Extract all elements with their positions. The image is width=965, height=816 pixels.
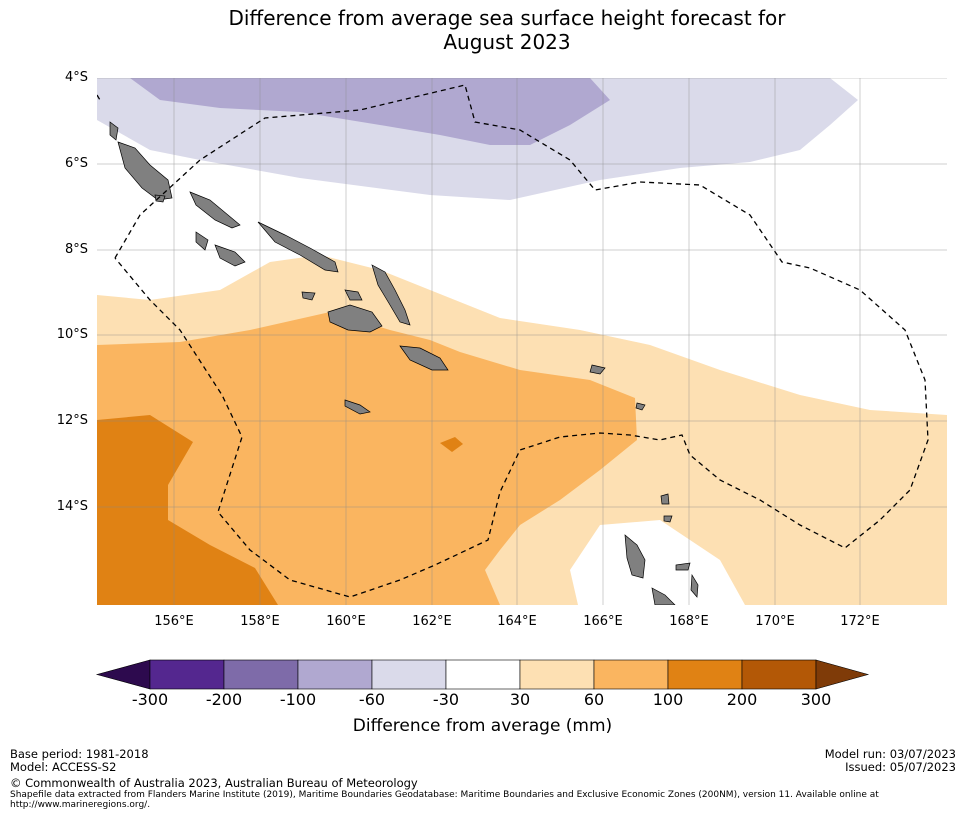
colorbar [95, 659, 870, 690]
lat-label-12s: 12°S [56, 413, 88, 428]
colorbar-tick-neg200: -200 [205, 690, 243, 709]
island-new-georgia-2 [214, 244, 246, 267]
lon-label-168e: 168°E [669, 614, 709, 629]
colorbar-tick-neg100: -100 [279, 690, 317, 709]
colorbar-extend-low [95, 659, 151, 690]
lat-label-4s: 4°S [64, 70, 88, 85]
colorbar-segment [297, 659, 373, 690]
colorbar-segment [741, 659, 817, 690]
lon-label-160e: 160°E [326, 614, 366, 629]
colorbar-tick-30: 30 [509, 690, 531, 709]
anomaly-patch-100-200 [440, 437, 463, 452]
colorbar-tick-300: 300 [800, 690, 832, 709]
island-russell [301, 291, 316, 301]
island-vanikoro [635, 402, 646, 411]
island-ambae [675, 562, 691, 571]
island-guadalcanal [327, 304, 383, 333]
island-santa-cruz [589, 364, 606, 375]
lon-label-156e: 156°E [154, 614, 194, 629]
colorbar-segment [519, 659, 595, 690]
graticule [97, 78, 947, 605]
shapefile-credit-line-2: http://www.marineregions.org/. [10, 800, 151, 810]
colorbar-title: Difference from average (mm) [352, 716, 613, 736]
colorbar-tick-neg60: -60 [358, 690, 386, 709]
lon-label-170e: 170°E [755, 614, 795, 629]
eez-boundary-top-left [97, 94, 101, 101]
model-name: Model: ACCESS-S2 [10, 760, 117, 774]
title-line-2: August 2023 [443, 30, 571, 54]
colorbar-segment [667, 659, 743, 690]
shapefile-credit-line-1: Shapefile data extracted from Flanders M… [10, 790, 879, 800]
island-florida [344, 289, 363, 301]
colorbar-tick-neg300: -300 [131, 690, 169, 709]
lon-label-158e: 158°E [240, 614, 280, 629]
island-malaita [371, 264, 411, 326]
colorbar-segment [223, 659, 299, 690]
map-title: Difference from average sea surface heig… [0, 6, 965, 54]
colorbar-segment [445, 659, 521, 690]
anomaly-band-100-200 [97, 415, 278, 605]
island-torres [663, 515, 673, 523]
colorbar-segment [593, 659, 669, 690]
land [109, 121, 699, 605]
island-new-georgia [195, 231, 209, 251]
lat-label-8s: 8°S [64, 242, 88, 257]
forecast-map [97, 78, 947, 605]
lon-label-164e: 164°E [497, 614, 537, 629]
title-line-1: Difference from average sea surface heig… [228, 6, 786, 30]
model-run: Model run: 03/07/2023 [824, 747, 956, 761]
colorbar-tick-60: 60 [583, 690, 605, 709]
island-buka [109, 121, 119, 141]
lat-label-14s: 14°S [56, 499, 88, 514]
island-pentecost [690, 573, 699, 598]
island-choiseul [189, 191, 241, 229]
colorbar-segment [371, 659, 447, 690]
lon-label-172e: 172°E [840, 614, 880, 629]
lat-label-10s: 10°S [56, 327, 88, 342]
island-shortland [154, 194, 166, 203]
lon-label-166e: 166°E [583, 614, 623, 629]
base-period: Base period: 1981-2018 [10, 747, 149, 761]
colorbar-tick-100: 100 [652, 690, 684, 709]
island-malakula [651, 587, 676, 605]
anomaly-band-60-100 [97, 312, 637, 605]
issued-date: Issued: 05/07/2023 [845, 760, 956, 774]
island-bougainville [117, 141, 173, 201]
island-banks [660, 493, 670, 505]
colorbar-segment [149, 659, 225, 690]
lat-label-6s: 6°S [64, 156, 88, 171]
copyright: © Commonwealth of Australia 2023, Austra… [10, 776, 418, 790]
colorbar-tick-200: 200 [726, 690, 758, 709]
colorbar-tick-neg30: -30 [432, 690, 460, 709]
eez-boundary [114, 84, 929, 598]
anomaly-band-neg60-neg100 [130, 78, 610, 145]
island-rennell [344, 399, 371, 415]
lon-label-162e: 162°E [412, 614, 452, 629]
island-makira [399, 345, 449, 371]
island-espiritu-santo [624, 534, 646, 579]
island-santa-isabel [257, 221, 339, 273]
colorbar-extend-high [815, 659, 870, 690]
shapefile-credit: Shapefile data extracted from Flanders M… [10, 790, 955, 810]
